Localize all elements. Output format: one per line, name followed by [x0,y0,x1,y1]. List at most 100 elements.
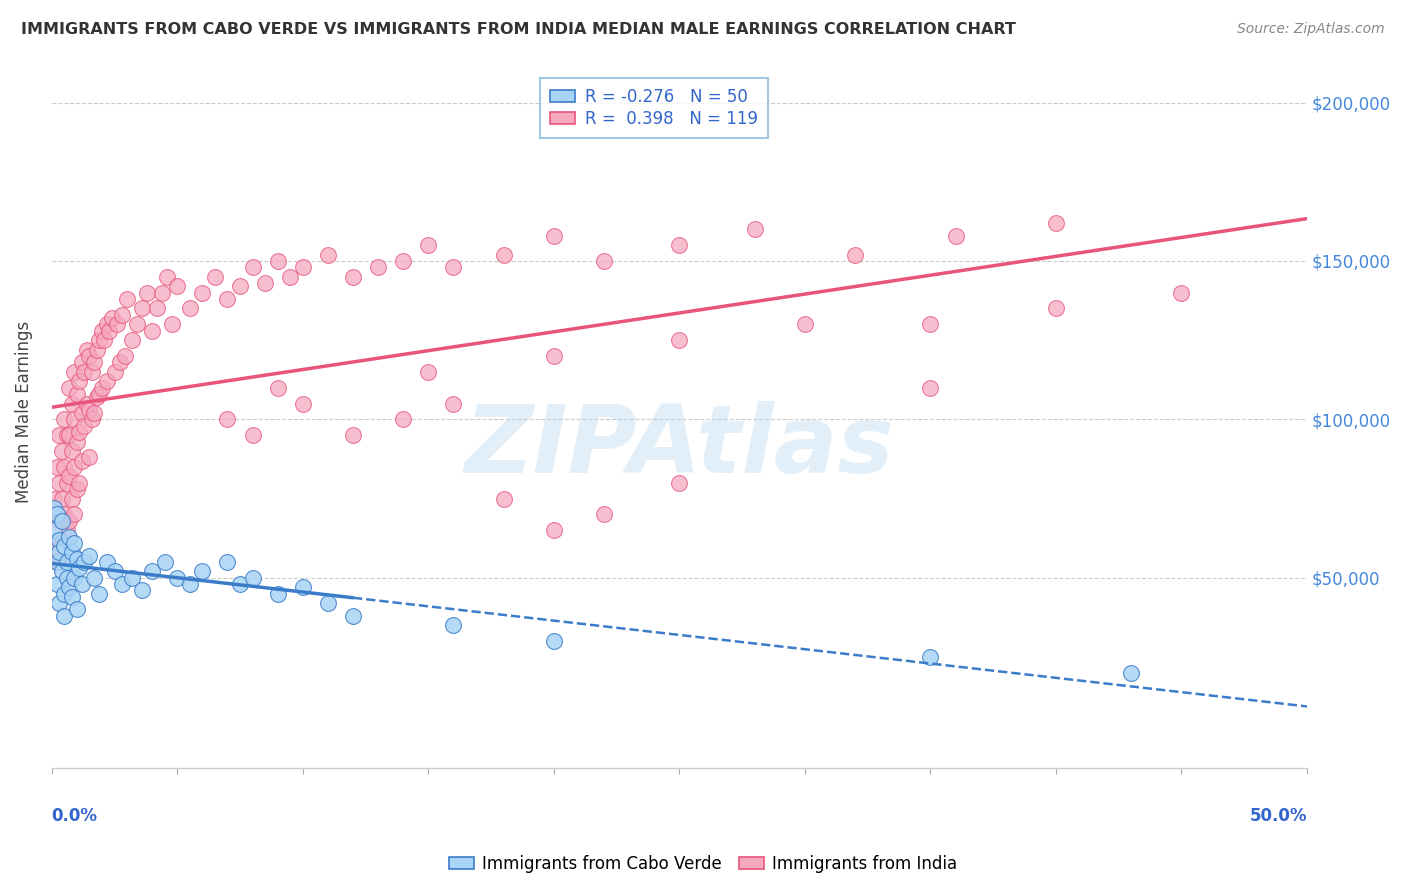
Point [316,247,339,261]
Point [111,308,134,322]
Point [79,349,101,363]
Point [179,577,201,591]
Point [342,269,364,284]
Point [56,475,79,490]
Point [60,545,83,559]
Point [291,260,314,275]
Point [1045,216,1067,230]
Point [83,355,105,369]
Point [58,529,80,543]
Point [121,571,143,585]
Point [98,324,121,338]
Point [156,269,179,284]
Point [91,324,114,338]
Point [242,571,264,585]
Point [63,536,86,550]
Point [89,333,111,347]
Point [1121,665,1143,680]
Point [492,247,515,261]
Point [441,260,464,275]
Point [108,355,131,369]
Point [53,608,76,623]
Point [58,514,80,528]
Point [793,318,815,332]
Point [56,555,79,569]
Point [79,402,101,417]
Point [96,318,118,332]
Point [1170,285,1192,300]
Point [51,533,73,547]
Point [80,365,103,379]
Point [48,514,70,528]
Point [67,561,90,575]
Point [668,238,690,252]
Point [267,381,290,395]
Point [131,301,153,316]
Point [668,475,690,490]
Point [56,571,79,585]
Point [56,428,79,442]
Point [392,412,415,426]
Point [76,343,98,357]
Point [51,565,73,579]
Point [66,602,89,616]
Point [44,539,66,553]
Point [166,279,188,293]
Point [441,396,464,410]
Point [60,444,83,458]
Point [86,390,108,404]
Point [79,549,101,563]
Point [56,523,79,537]
Point [593,508,616,522]
Point [45,577,67,591]
Text: ZIPAtlas: ZIPAtlas [464,401,894,493]
Point [367,260,389,275]
Point [242,260,264,275]
Point [920,381,942,395]
Point [79,450,101,465]
Point [217,292,239,306]
Point [146,301,169,316]
Text: 0.0%: 0.0% [52,807,98,825]
Point [53,459,76,474]
Point [267,586,290,600]
Point [492,491,515,506]
Point [89,586,111,600]
Point [45,555,67,569]
Point [53,539,76,553]
Point [101,310,124,325]
Point [70,453,93,467]
Point [96,375,118,389]
Point [66,482,89,496]
Point [543,228,565,243]
Point [51,444,73,458]
Point [267,254,290,268]
Point [141,324,163,338]
Point [920,649,942,664]
Point [53,586,76,600]
Point [63,508,86,522]
Point [162,318,184,332]
Point [67,425,90,439]
Point [67,375,90,389]
Point [93,333,115,347]
Point [217,412,239,426]
Point [44,491,66,506]
Point [945,228,967,243]
Point [342,608,364,623]
Point [83,571,105,585]
Point [45,508,67,522]
Point [89,387,111,401]
Point [121,333,143,347]
Point [441,618,464,632]
Point [66,551,89,566]
Point [229,279,252,293]
Point [53,412,76,426]
Legend: R = -0.276   N = 50, R =  0.398   N = 119: R = -0.276 N = 50, R = 0.398 N = 119 [540,78,768,138]
Point [229,577,252,591]
Point [63,459,86,474]
Point [153,555,176,569]
Point [179,301,201,316]
Point [191,285,214,300]
Point [166,571,188,585]
